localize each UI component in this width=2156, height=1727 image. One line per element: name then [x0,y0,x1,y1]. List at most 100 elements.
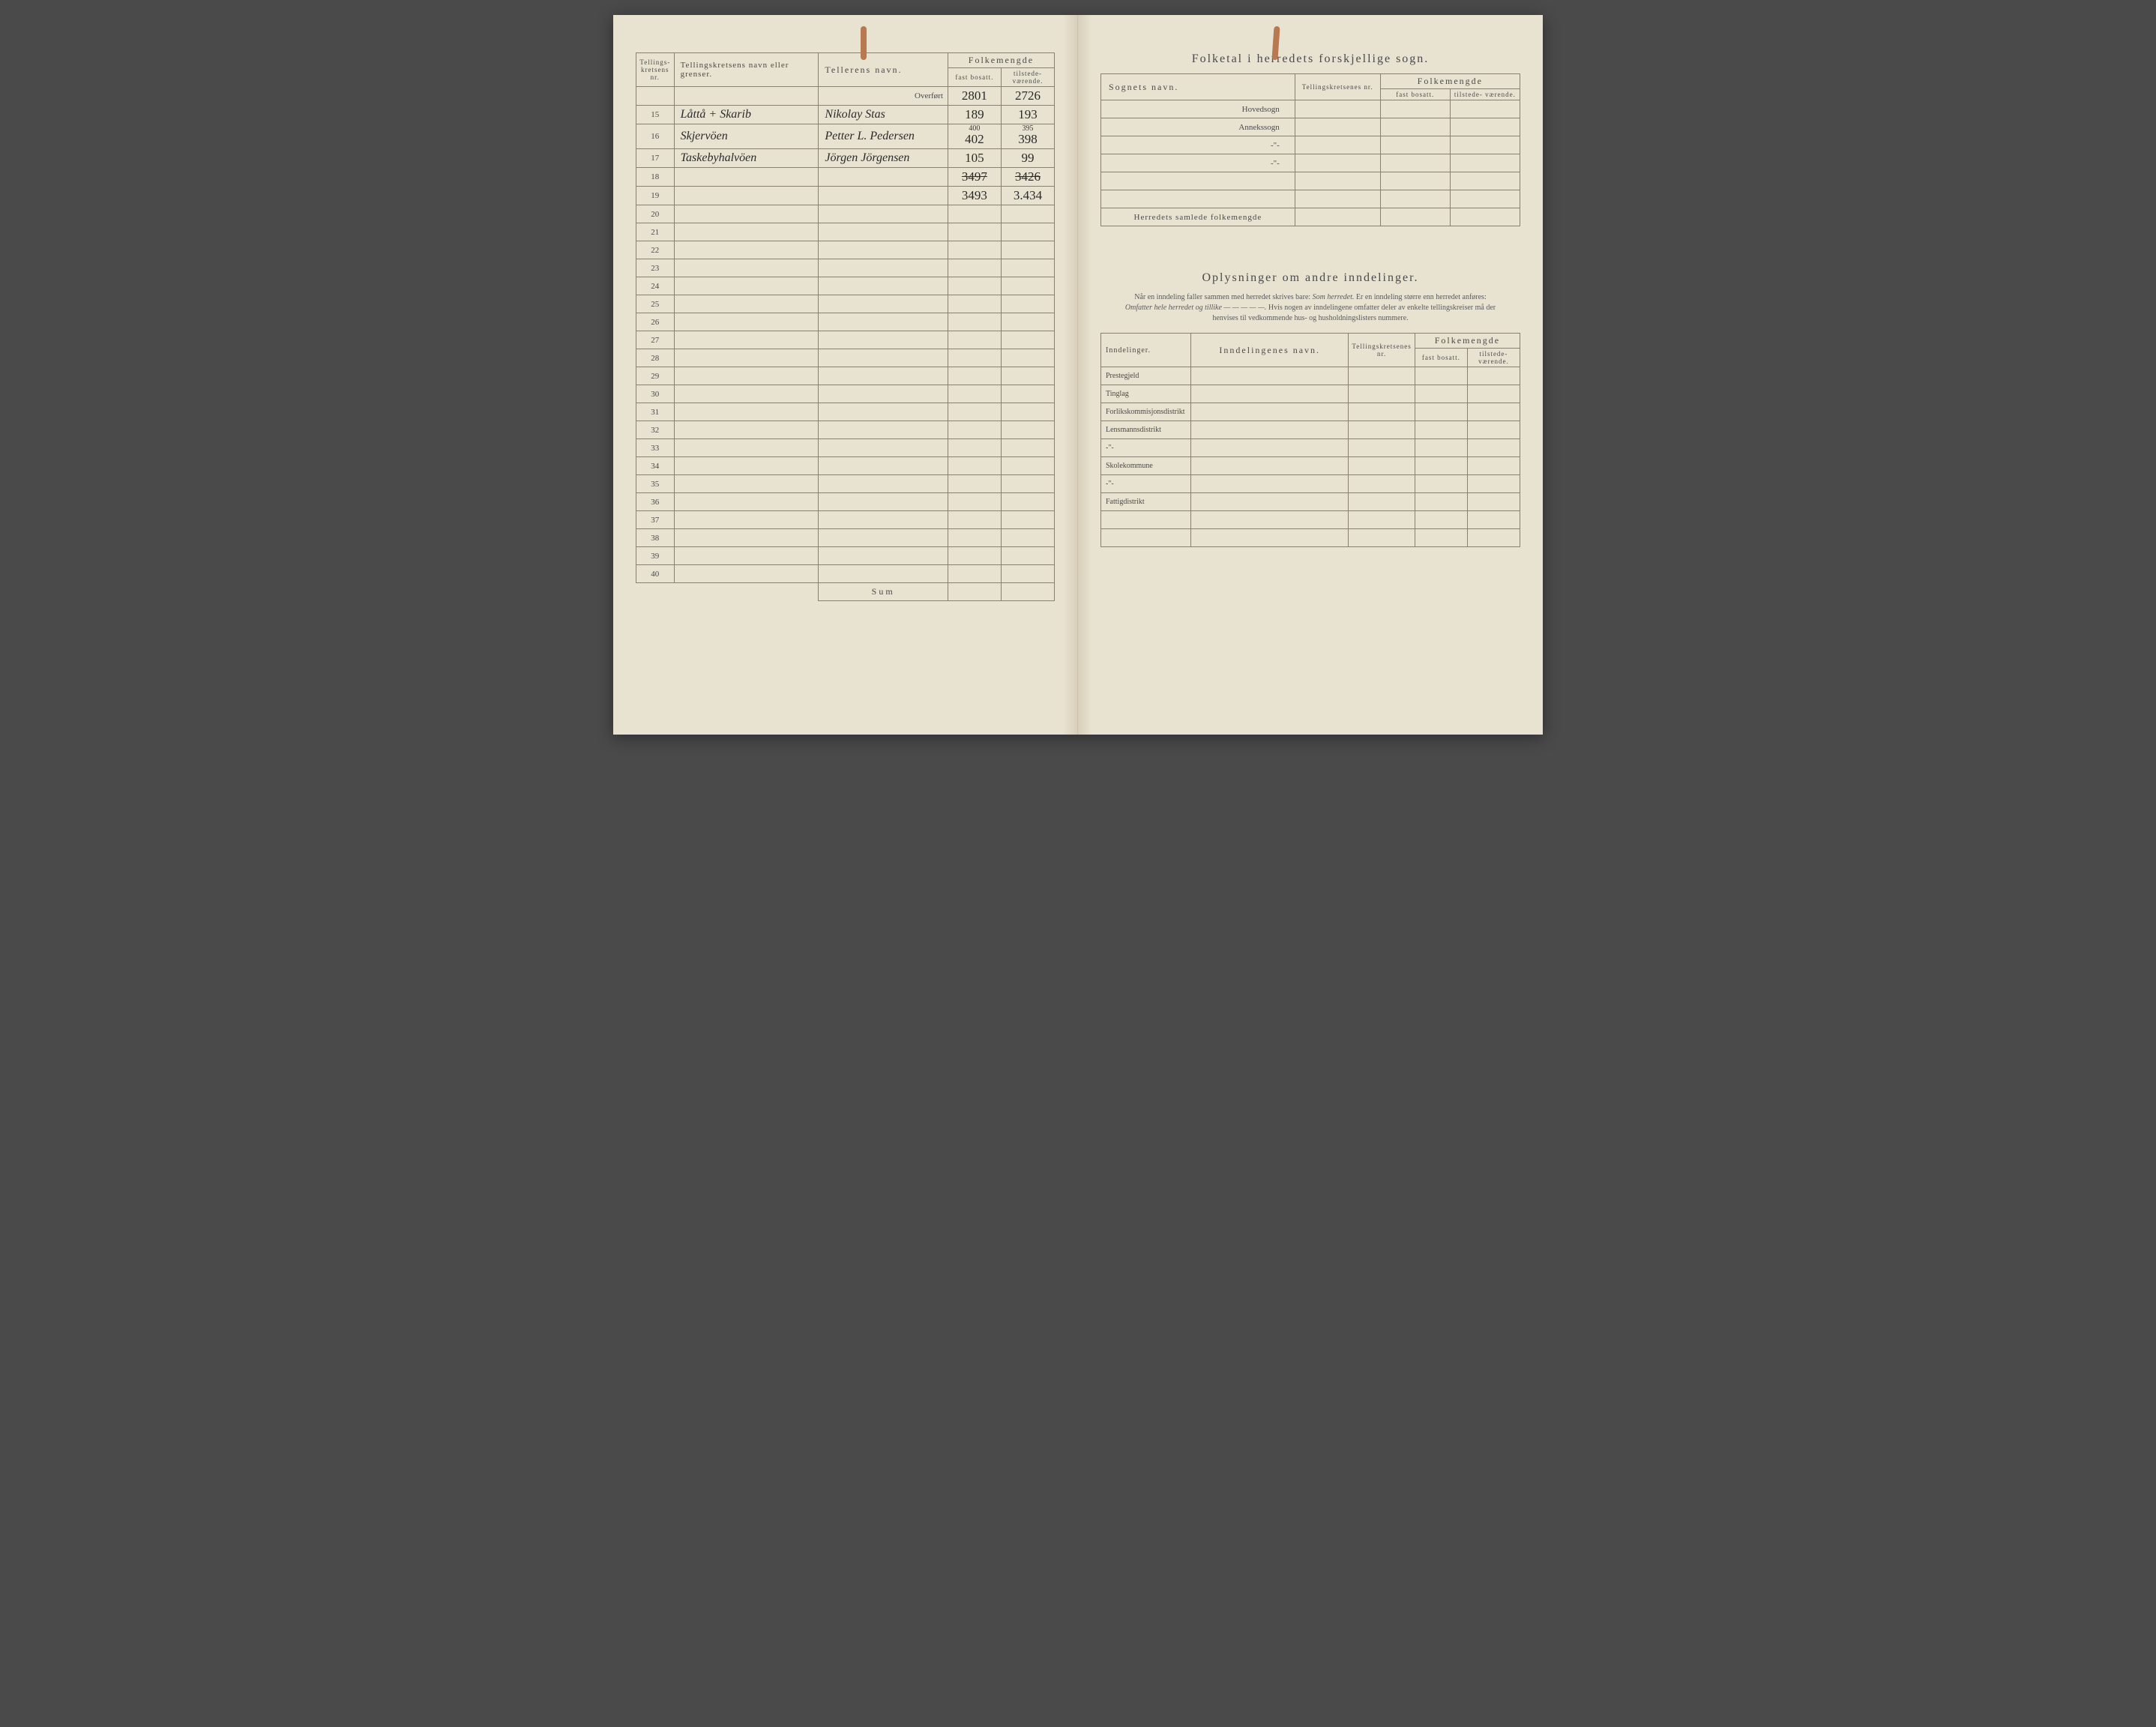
table-row: 31 [636,403,1055,421]
table-row: Lensmannsdistrikt [1101,421,1520,439]
row-teller [819,547,948,565]
inndeling-cell [1349,403,1415,421]
row-tilstede [1001,241,1054,259]
inndelinger-subtitle: Når en inndeling faller sammen med herre… [1123,292,1498,324]
inndeling-cell [1349,439,1415,457]
paperclip-icon [861,26,867,60]
overfort-fast: 2801 [948,87,1001,106]
sum-row: Sum [636,583,1055,601]
inndeling-cell [1415,475,1467,493]
row-nr: 38 [636,529,675,547]
inndeling-cell [1415,385,1467,403]
row-teller [819,439,948,457]
header-tilstede: tilstede- værende. [1001,68,1054,87]
inndeling-cell [1349,493,1415,511]
row-krets [674,403,819,421]
row-tilstede: 3.434 [1001,187,1054,205]
sogn-footer-label: Herredets samlede folkemengde [1101,208,1295,226]
row-teller [819,385,948,403]
inndeling-label [1101,511,1191,529]
row-nr: 29 [636,367,675,385]
inndeling-cell [1467,439,1520,457]
row-tilstede [1001,457,1054,475]
row-krets [674,259,819,277]
header-innd-fast: fast bosatt. [1415,349,1467,367]
inndeling-label: Tinglag [1101,385,1191,403]
sogn-cell [1295,136,1380,154]
row-fast [948,295,1001,313]
header-sogn-tilstede: tilstede- værende. [1450,89,1520,100]
row-krets [674,457,819,475]
inndelinger-title: Oplysninger om andre inndelinger. [1100,271,1520,285]
row-fast [948,457,1001,475]
table-row: Forlikskommisjonsdistrikt [1101,403,1520,421]
row-nr: 21 [636,223,675,241]
inndeling-cell [1415,493,1467,511]
inndeling-cell [1191,367,1349,385]
row-nr: 26 [636,313,675,331]
row-teller [819,403,948,421]
table-row: 16SkjervöenPetter L. Pedersen40040239539… [636,124,1055,149]
row-tilstede [1001,259,1054,277]
row-teller [819,295,948,313]
overfort-row: Overført 2801 2726 [636,87,1055,106]
table-row: 39 [636,547,1055,565]
table-row: Fattigdistrikt [1101,493,1520,511]
inndeling-cell [1191,511,1349,529]
table-row: 17TaskebyhalvöenJörgen Jörgensen10599 [636,149,1055,168]
row-krets [674,295,819,313]
row-teller [819,168,948,187]
sogn-cell [1450,172,1520,190]
sum-label: Sum [819,583,948,601]
row-krets [674,421,819,439]
inndeling-cell [1415,367,1467,385]
inndeling-cell [1349,511,1415,529]
inndeling-cell [1191,403,1349,421]
row-krets [674,565,819,583]
inndeling-cell [1349,457,1415,475]
sogn-row-label: Hovedsogn [1101,100,1295,118]
table-row: 29 [636,367,1055,385]
row-teller [819,241,948,259]
row-krets [674,385,819,403]
row-krets [674,205,819,223]
row-nr: 36 [636,493,675,511]
row-krets [674,493,819,511]
row-tilstede [1001,349,1054,367]
row-teller [819,223,948,241]
table-row: 34 [636,457,1055,475]
row-teller [819,277,948,295]
row-teller [819,421,948,439]
row-krets [674,439,819,457]
table-row: Skolekommune [1101,457,1520,475]
row-nr: 27 [636,331,675,349]
table-row: 1934933.434 [636,187,1055,205]
header-sogn-folkemengde: Folkemengde [1380,74,1520,89]
sogn-cell [1450,118,1520,136]
row-nr: 15 [636,106,675,124]
row-krets [674,313,819,331]
row-fast [948,385,1001,403]
header-innd-krets: Tellingskretsenes nr. [1349,334,1415,367]
row-teller: Nikolay Stas [819,106,948,124]
row-nr: 24 [636,277,675,295]
header-sogn-navn: Sognets navn. [1101,74,1295,100]
inndeling-cell [1349,529,1415,547]
row-nr: 33 [636,439,675,457]
sogn-table-body: HovedsognAnnekssogn-"--"- [1101,100,1520,208]
inndeling-cell [1191,439,1349,457]
row-krets: Skjervöen [674,124,819,149]
table-row [1101,511,1520,529]
table-row: 36 [636,493,1055,511]
row-fast [948,565,1001,583]
row-nr: 32 [636,421,675,439]
row-tilstede [1001,403,1054,421]
table-row: -"- [1101,439,1520,457]
table-row [1101,172,1520,190]
row-nr: 19 [636,187,675,205]
row-nr: 28 [636,349,675,367]
row-teller [819,529,948,547]
inndeling-label: Skolekommune [1101,457,1191,475]
inndeling-cell [1467,385,1520,403]
table-row: 22 [636,241,1055,259]
